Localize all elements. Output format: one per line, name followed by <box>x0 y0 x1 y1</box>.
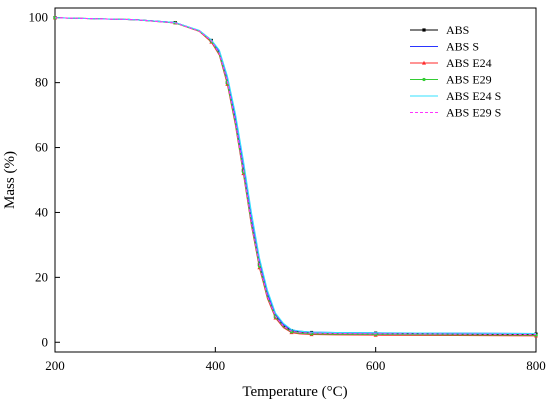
legend-label: ABS E29 <box>446 73 492 87</box>
series-abs-e29-s <box>54 17 537 336</box>
x-axis-title: Temperature (°C) <box>242 384 347 400</box>
plot-frame <box>54 7 537 353</box>
y-tick-label: 0 <box>42 334 49 349</box>
series-line-abs-e29-s <box>54 17 537 336</box>
legend-item-abs-e24: ABS E24 <box>410 56 492 70</box>
legend-label: ABS S <box>446 40 479 54</box>
x-tick-label: 400 <box>206 358 226 373</box>
legend-item-abs-e29-s: ABS E29 S <box>410 106 501 120</box>
ticks-layer: 200 400 600 800 0 20 40 60 80 100 <box>29 10 546 373</box>
series-line-abs-e24-s <box>54 17 537 335</box>
y-tick-label: 100 <box>29 10 49 25</box>
legend-item-abs-e29: ABS E29 <box>410 73 492 87</box>
x-tick-label: 800 <box>526 358 546 373</box>
legend-marker <box>422 60 426 65</box>
legend-item-abs: ABS <box>410 23 469 37</box>
legend-label: ABS E29 S <box>446 106 501 120</box>
legend-item-abs-s: ABS S <box>410 40 479 54</box>
y-tick-label: 80 <box>35 75 48 90</box>
legend-item-abs-e24-s: ABS E24 S <box>410 89 501 103</box>
legend-label: ABS E24 S <box>446 89 501 103</box>
x-tick-label: 600 <box>366 358 386 373</box>
x-tick-label: 200 <box>45 358 65 373</box>
legend: ABS ABS S ABS E24 ABS E29 ABS E24 S ABS E29 S <box>410 23 501 120</box>
data-point-abs-e29 <box>53 16 57 20</box>
series-abs-e24-s <box>54 17 537 335</box>
y-tick-label: 20 <box>35 269 48 284</box>
y-tick-label: 60 <box>35 140 48 155</box>
legend-marker <box>422 77 426 82</box>
legend-label: ABS <box>446 23 469 37</box>
y-tick-label: 40 <box>35 204 48 219</box>
series-layer <box>53 15 538 338</box>
legend-marker <box>422 28 426 32</box>
y-axis-title: Mass (%) <box>2 151 18 209</box>
legend-label: ABS E24 <box>446 56 492 70</box>
